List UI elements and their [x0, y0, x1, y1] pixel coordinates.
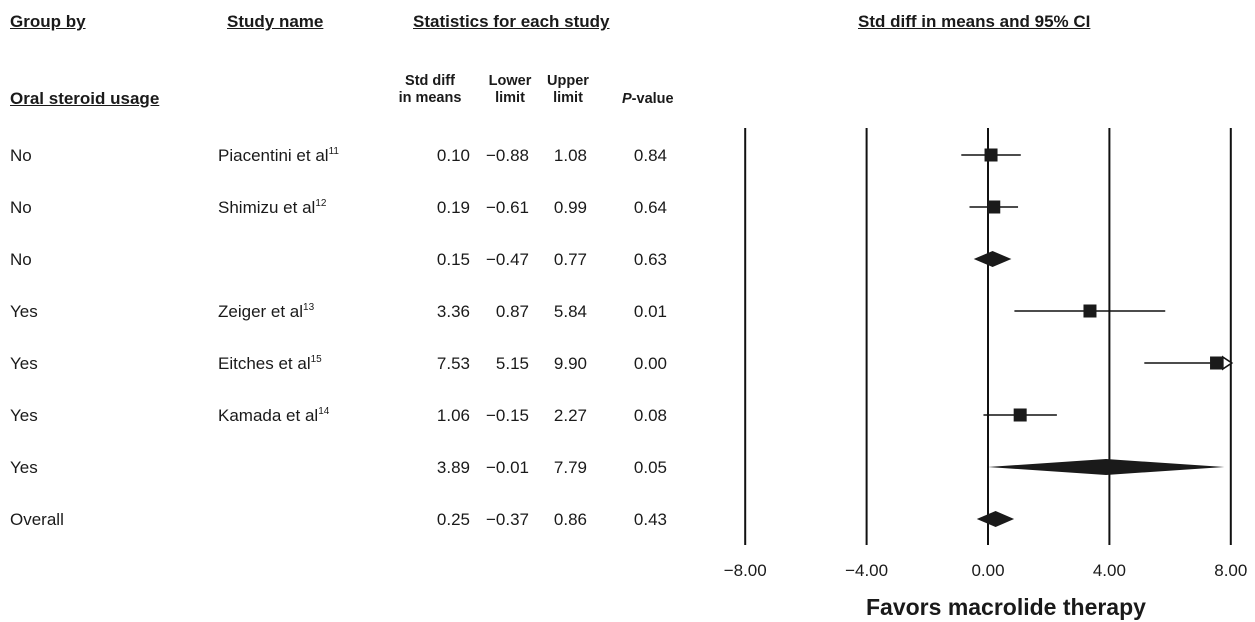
point-estimate-square	[1083, 305, 1096, 318]
tick-label: 8.00	[1214, 561, 1247, 580]
point-estimate-square	[985, 149, 998, 162]
summary-diamond	[977, 511, 1014, 527]
tick-label: −8.00	[724, 561, 767, 580]
point-estimate-square	[1014, 409, 1027, 422]
x-axis-label: Favors macrolide therapy	[866, 594, 1146, 621]
tick-label: −4.00	[845, 561, 888, 580]
tick-label: 0.00	[971, 561, 1004, 580]
summary-diamond	[988, 459, 1225, 475]
point-estimate-square	[1210, 357, 1223, 370]
point-estimate-square	[987, 201, 1000, 214]
summary-diamond	[974, 251, 1012, 267]
tick-label: 4.00	[1093, 561, 1126, 580]
